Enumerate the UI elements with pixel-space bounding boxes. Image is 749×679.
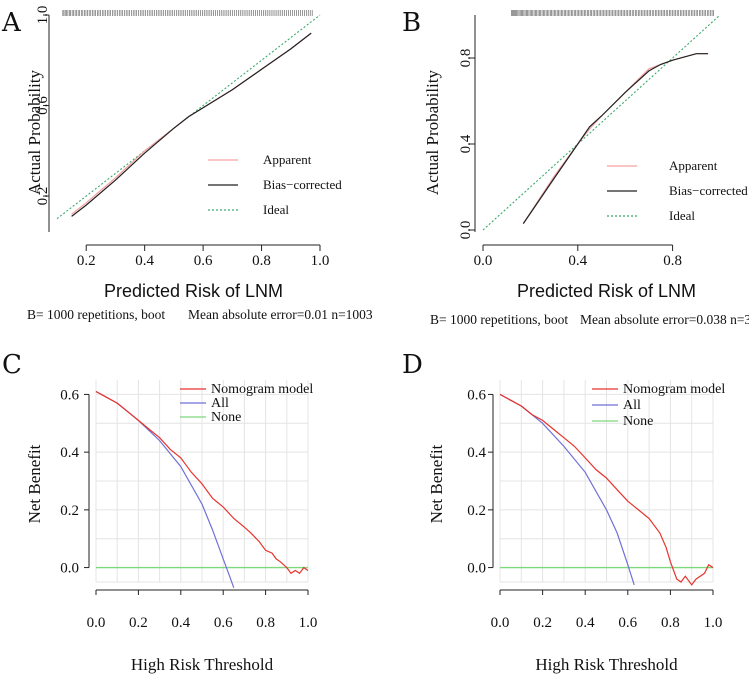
series-bias-corrected: [71, 32, 312, 217]
x-tick-label: 0.6: [194, 253, 213, 269]
x-tick-label: 0.6: [618, 615, 637, 631]
y-tick-label: 0.8: [458, 49, 474, 68]
series-ideal: [482, 14, 721, 231]
x-tick-label: 1.0: [299, 615, 318, 631]
legend-label: None: [211, 410, 241, 425]
caption-error: Mean absolute error=0.038 n=334: [580, 312, 749, 327]
legend-label: Apparent: [669, 158, 718, 173]
legend: Apparent Bias−corrected Ideal: [208, 152, 342, 217]
y-axis-title: Actual Probability: [423, 69, 442, 195]
panel-c: C 0.0 0.2 0.4 0.6 0.8 1.0 0.0 0.2 0.4 0.6 High Ris…: [2, 350, 317, 674]
panel-d-letter: D: [402, 350, 423, 380]
x-tick-label: 0.0: [474, 253, 493, 269]
y-tick-label: 0.0: [467, 561, 486, 577]
x-tick-label: 0.4: [171, 615, 190, 631]
y-tick-label: 0.4: [60, 445, 79, 461]
series-bias-corrected: [522, 53, 709, 224]
y-axis-title: Net Benefit: [427, 444, 446, 523]
y-tick-label: 0.6: [60, 387, 79, 403]
series-ideal: [56, 14, 321, 220]
y-tick-label: 0.2: [35, 187, 51, 206]
legend-label: Bias−corrected: [669, 183, 748, 198]
legend-label: Bias−corrected: [263, 177, 342, 192]
x-tick-label: 0.4: [576, 615, 595, 631]
x-tick-label: 0.8: [252, 253, 271, 269]
panel-d: D 0.0 0.2 0.4 0.6 0.8 1.0 0.0 0.2 0.4 0.6 High Ris…: [402, 350, 725, 674]
y-tick-label: 0.6: [467, 387, 486, 403]
legend-label: All: [211, 396, 229, 411]
panel-a-letter: A: [1, 8, 22, 38]
caption-error: Mean absolute error=0.01 n=1003: [188, 307, 373, 322]
y-tick-label: 1.0: [35, 6, 51, 25]
x-tick-label: 1.0: [311, 253, 330, 269]
caption-bootstrap: B= 1000 repetitions, boot: [27, 307, 165, 322]
x-tick-label: 0.8: [661, 615, 680, 631]
legend-label: Ideal: [669, 208, 695, 223]
x-axis-title: High Risk Threshold: [131, 655, 274, 674]
x-tick-label: 0.8: [256, 615, 275, 631]
series-nomogram-model: [95, 390, 309, 575]
y-tick-label: 0.4: [458, 134, 474, 153]
y-tick-label: 0.2: [60, 503, 79, 519]
legend-label: All: [623, 398, 641, 413]
legend-label: None: [623, 414, 653, 429]
panel-b: B 0.0 0.4 0.8 0.0 0.4 0.8 Predicted Risk of LN…: [402, 8, 749, 327]
y-tick-label: 0.2: [467, 503, 486, 519]
panel-c-letter: C: [2, 350, 22, 380]
x-tick-label: 0.4: [135, 253, 154, 269]
legend-label: Nomogram model: [623, 382, 725, 397]
y-axis-title: Actual Probability: [25, 69, 44, 195]
y-tick-label: 0.6: [35, 96, 51, 115]
legend-label: Ideal: [263, 202, 289, 217]
x-tick-label: 0.2: [77, 253, 96, 269]
legend: Apparent Bias−corrected Ideal: [607, 158, 748, 223]
series-apparent: [522, 53, 709, 224]
x-tick-label: 0.2: [533, 615, 552, 631]
y-tick-label: 0.0: [60, 561, 79, 577]
y-tick-label: 0.0: [458, 221, 474, 240]
legend-label: Apparent: [263, 152, 312, 167]
x-axis-title: High Risk Threshold: [535, 655, 678, 674]
x-tick-label: 0.0: [491, 615, 510, 631]
x-tick-label: 1.0: [704, 615, 723, 631]
x-tick-label: 0.8: [663, 253, 682, 269]
x-tick-label: 0.6: [214, 615, 233, 631]
panel-b-letter: B: [402, 8, 421, 38]
x-axis-title: Predicted Risk of LNM: [104, 281, 283, 301]
x-tick-label: 0.0: [87, 615, 106, 631]
x-tick-label: 0.4: [568, 253, 587, 269]
legend-label: Nomogram model: [211, 382, 313, 397]
caption-bootstrap: B= 1000 repetitions, boot: [430, 312, 568, 327]
y-axis-title: Net Benefit: [25, 444, 44, 523]
panel-a: A 0.2 0.4 0.6 0.8 1.0 0.2 0.6 1.0 Predicted Risk…: [1, 6, 373, 322]
y-tick-label: 0.4: [467, 445, 486, 461]
series-nomogram-model: [499, 393, 714, 586]
x-tick-label: 0.2: [129, 615, 148, 631]
x-axis-title: Predicted Risk of LNM: [517, 281, 696, 301]
